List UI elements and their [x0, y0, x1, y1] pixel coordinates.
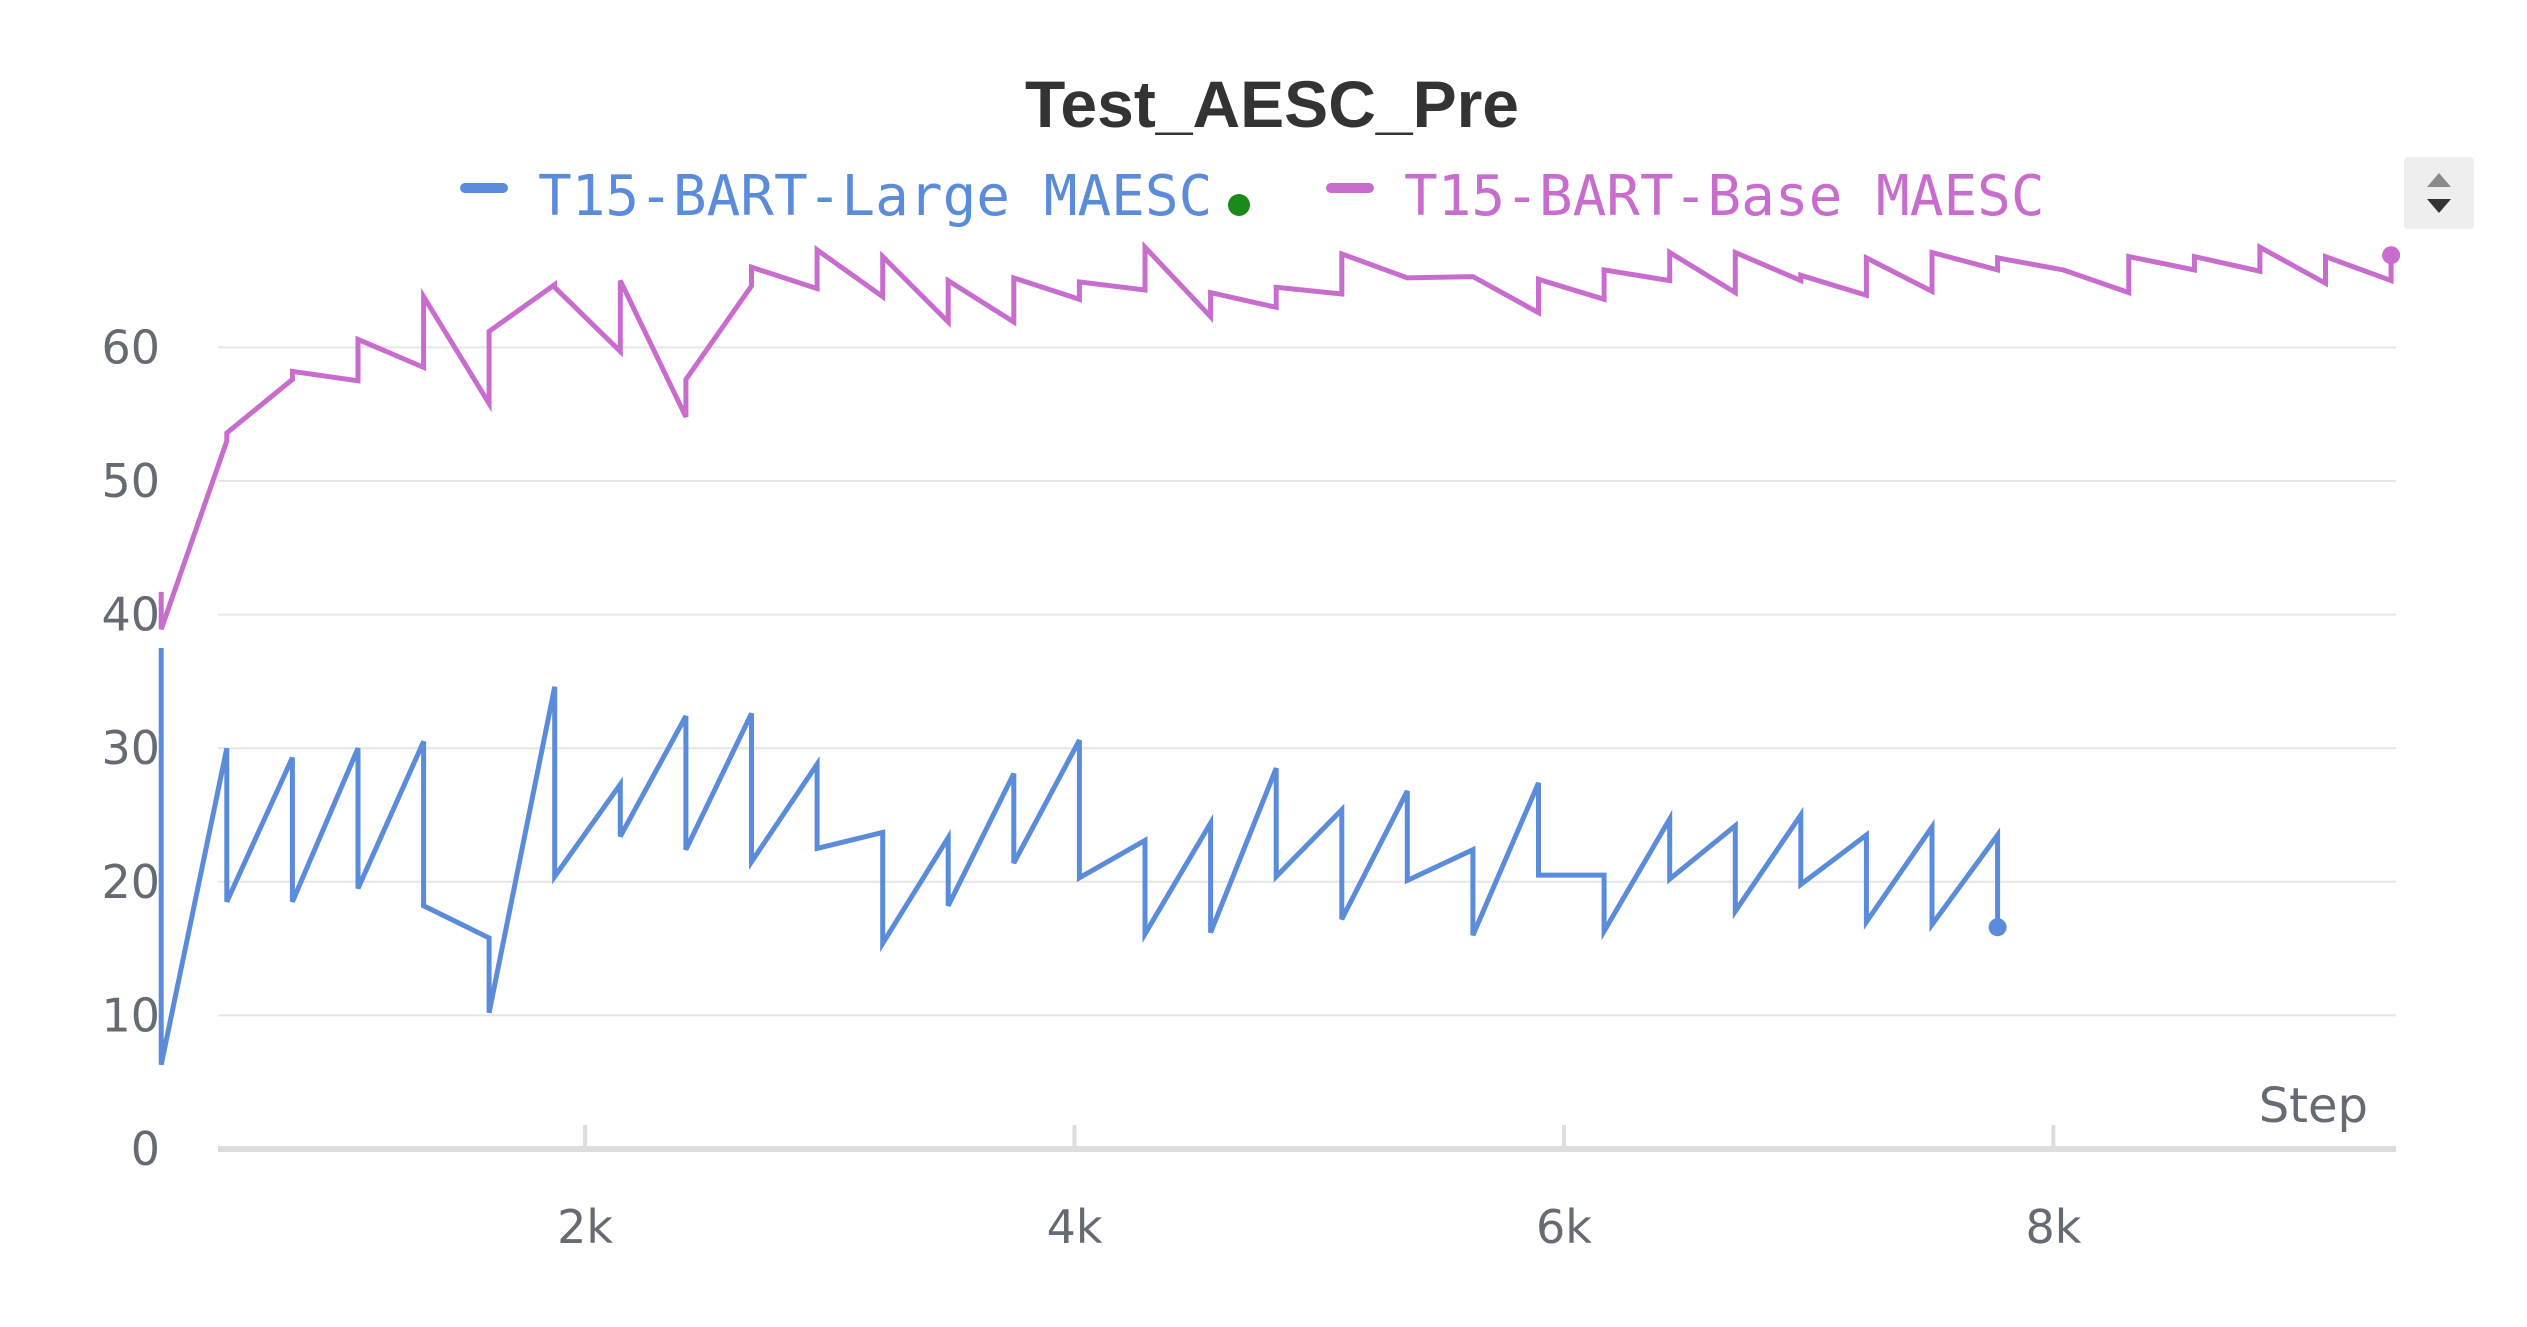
- series: [158, 240, 2401, 1066]
- series-end-marker-0: [1988, 918, 2007, 937]
- y-tick-label-3: 30: [101, 721, 160, 775]
- x-tick-label-1: 4k: [1047, 1200, 1103, 1254]
- grid: [218, 346, 2396, 1017]
- x-tick-label-2: 6k: [1536, 1200, 1592, 1254]
- x-tick-label-0: 2k: [557, 1200, 613, 1254]
- series-end-marker-1: [2382, 246, 2401, 265]
- legend-swatch-large: [460, 183, 508, 193]
- x-axis-label: Step: [2259, 1078, 2368, 1134]
- y-tick-label-2: 20: [101, 855, 160, 909]
- scroll-down-icon[interactable]: [2427, 199, 2451, 213]
- y-tick-label-0: 0: [131, 1122, 160, 1176]
- chart-title: Test_AESC_Pre: [1025, 67, 1519, 141]
- legend-swatch-base: [1326, 183, 1374, 193]
- series-line-0: [158, 648, 2001, 1066]
- legend-item-large[interactable]: T15-BART-Large MAESC: [460, 164, 1212, 229]
- status-dot: [1228, 194, 1250, 216]
- y-tick-label-1: 10: [101, 988, 160, 1042]
- legend-label-large: T15-BART-Large MAESC: [538, 164, 1212, 229]
- legend-scroll-control[interactable]: [2404, 157, 2474, 229]
- legend-item-base[interactable]: T15-BART-Base MAESC: [1326, 164, 2045, 229]
- legend-scroll-box: [2404, 157, 2474, 229]
- axes: 0 10 20 30 40 50 60 2k 4k 6k 8k: [101, 320, 2396, 1254]
- series-line-1: [158, 240, 2394, 631]
- legend: T15-BART-Large MAESC T15-BART-Base MAESC: [460, 164, 2045, 229]
- legend-label-base: T15-BART-Base MAESC: [1404, 164, 2045, 229]
- y-tick-label-6: 60: [101, 320, 160, 374]
- y-tick-label-5: 50: [101, 454, 160, 508]
- y-tick-label-4: 40: [101, 588, 160, 642]
- scroll-up-icon[interactable]: [2427, 173, 2451, 187]
- x-tick-label-3: 8k: [2025, 1200, 2081, 1254]
